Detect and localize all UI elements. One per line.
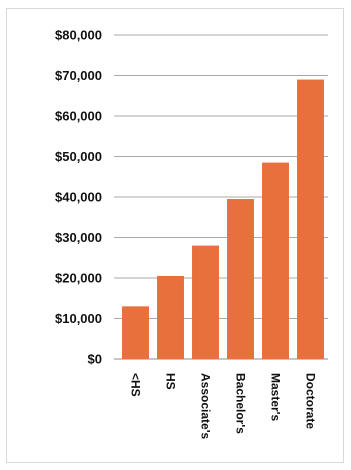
y-tick-label: $40,000 (55, 190, 102, 205)
y-tick-label: $50,000 (55, 149, 102, 164)
y-axis-tick-labels: $0 $10,000 $20,000 $30,000 $40,000 $50,000 $60… (55, 28, 102, 367)
y-tick-label: $60,000 (55, 109, 102, 124)
bar (192, 245, 219, 359)
bars (122, 79, 324, 360)
y-tick-label: $10,000 (55, 311, 102, 326)
bar (157, 275, 184, 359)
y-tick-label: $80,000 (55, 28, 102, 43)
x-category-label: Associate's (199, 373, 213, 440)
y-tick-label: $30,000 (55, 230, 102, 245)
bar (122, 306, 149, 359)
x-category-label: Master's (269, 373, 283, 422)
y-tick-label: $0 (88, 352, 102, 367)
bar (297, 79, 324, 360)
x-category-label: Doctorate (304, 373, 318, 429)
bar (227, 199, 254, 359)
bar (262, 162, 289, 359)
y-tick-label: $70,000 (55, 68, 102, 83)
x-category-label: HS (164, 373, 178, 390)
x-category-label: Bachelor's (234, 373, 248, 434)
x-category-label: <HS (129, 373, 143, 397)
y-tick-label: $20,000 (55, 271, 102, 286)
x-axis-category-labels: <HS HS Associate's Bachelor's Master's Doctor… (129, 373, 318, 440)
gridlines (114, 34, 328, 360)
